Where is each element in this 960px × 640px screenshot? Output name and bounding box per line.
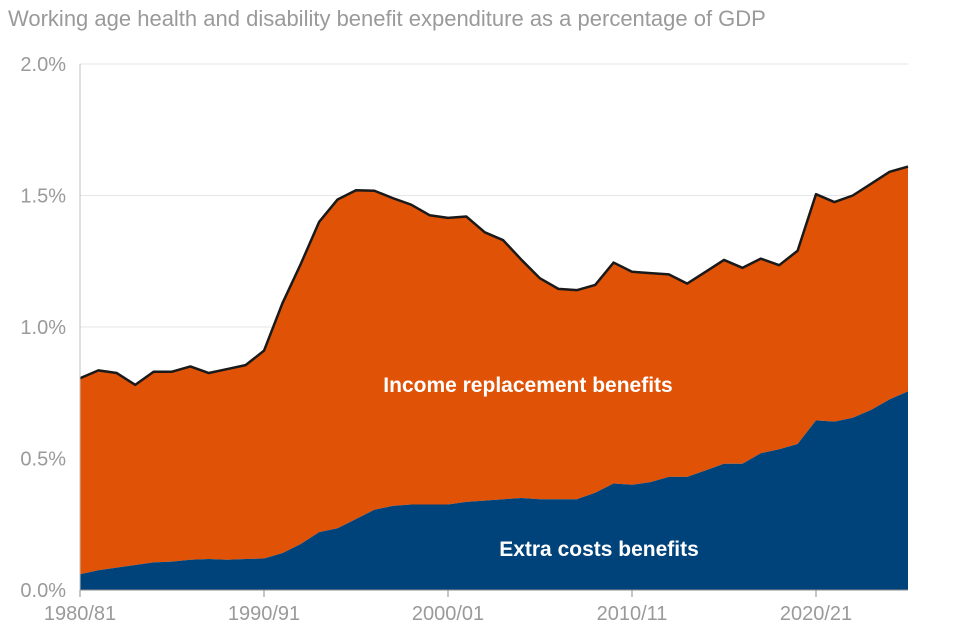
series-label-income-replacement: Income replacement benefits	[383, 374, 672, 397]
y-tick-label: 2.0%	[20, 54, 66, 76]
x-tick-label: 2010/11	[597, 603, 668, 625]
labels: 0.0% 0.5% 1.0% 1.5% 2.0% 1980/81 1990/91 2000/0…	[20, 54, 852, 625]
x-tick-label: 2020/21	[780, 603, 852, 625]
x-tick-label: 2000/01	[412, 603, 484, 625]
y-tick-label: 0.0%	[20, 580, 66, 602]
y-tick-label: 1.0%	[20, 317, 66, 339]
area-income-replacement	[80, 166, 908, 575]
x-tick-label: 1990/91	[228, 603, 300, 625]
total-outline	[79, 165, 909, 387]
area-layer	[79, 165, 909, 590]
chart-title: Working age health and disability benefi…	[8, 6, 766, 31]
axes	[79, 64, 908, 597]
y-tick-label: 1.5%	[20, 186, 66, 208]
y-tick-label: 0.5%	[20, 449, 66, 471]
area-extra-costs	[80, 391, 908, 590]
x-tick-label: 1980/81	[44, 603, 116, 625]
series-label-extra-costs: Extra costs benefits	[499, 538, 699, 561]
